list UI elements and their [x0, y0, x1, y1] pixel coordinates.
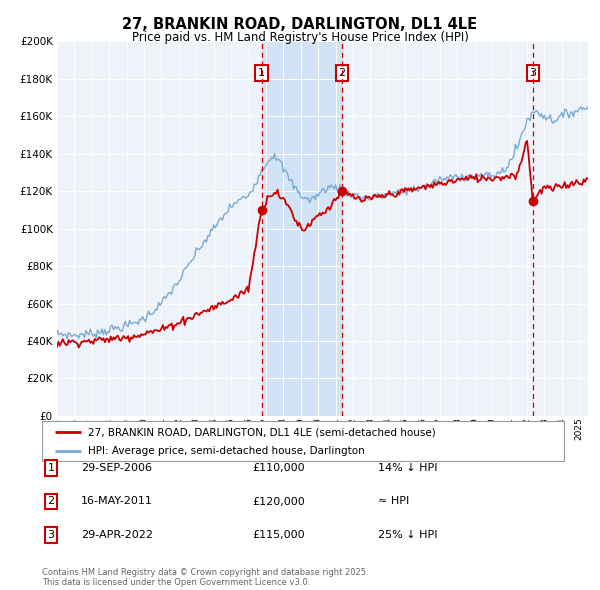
Text: 16-MAY-2011: 16-MAY-2011	[81, 497, 153, 506]
Text: 14% ↓ HPI: 14% ↓ HPI	[378, 463, 437, 473]
Text: 27, BRANKIN ROAD, DARLINGTON, DL1 4LE: 27, BRANKIN ROAD, DARLINGTON, DL1 4LE	[122, 17, 478, 31]
Text: 25% ↓ HPI: 25% ↓ HPI	[378, 530, 437, 540]
Text: HPI: Average price, semi-detached house, Darlington: HPI: Average price, semi-detached house,…	[88, 445, 365, 455]
Text: 1: 1	[258, 68, 265, 78]
Bar	[262, 41, 342, 416]
Text: Contains HM Land Registry data © Crown copyright and database right 2025.
This d: Contains HM Land Registry data © Crown c…	[42, 568, 368, 587]
Text: £110,000: £110,000	[252, 463, 305, 473]
Text: 27, BRANKIN ROAD, DARLINGTON, DL1 4LE (semi-detached house): 27, BRANKIN ROAD, DARLINGTON, DL1 4LE (s…	[88, 427, 436, 437]
Text: 2: 2	[47, 497, 55, 506]
Text: 29-APR-2022: 29-APR-2022	[81, 530, 153, 540]
Text: £115,000: £115,000	[252, 530, 305, 540]
Text: 29-SEP-2006: 29-SEP-2006	[81, 463, 152, 473]
Text: 3: 3	[529, 68, 536, 78]
Text: 1: 1	[47, 463, 55, 473]
Text: Price paid vs. HM Land Registry's House Price Index (HPI): Price paid vs. HM Land Registry's House …	[131, 31, 469, 44]
Text: 3: 3	[47, 530, 55, 540]
Text: ≈ HPI: ≈ HPI	[378, 497, 409, 506]
Text: 2: 2	[338, 68, 346, 78]
FancyBboxPatch shape	[42, 421, 564, 461]
Text: £120,000: £120,000	[252, 497, 305, 506]
